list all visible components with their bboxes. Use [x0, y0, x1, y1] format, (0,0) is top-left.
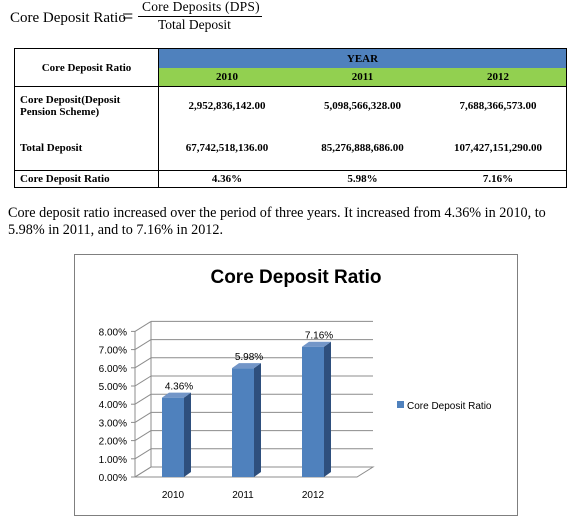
row-label-total-deposit: Total Deposit: [15, 125, 159, 170]
bar-side: [324, 341, 331, 477]
chart-plot: 0.00% 1.00% 2.00% 3.00% 4.00% 5.00% 6.00% 7.00%…: [99, 320, 492, 501]
table-cell: 107,427,151,290.00: [454, 141, 542, 154]
core-deposit-table: Core Deposit Ratio YEAR 2010 2011 2012 C…: [14, 48, 567, 188]
table-cell: 4.36%: [211, 173, 243, 185]
y-tick-label: 8.00%: [99, 327, 127, 338]
bar-side: [254, 363, 261, 477]
x-tick-label: 2011: [232, 490, 254, 501]
chart-title: Core Deposit Ratio: [210, 267, 382, 288]
core-deposit-ratio-chart: Core Deposit Ratio 0.00% 1.00% 2.00% 3.00% 4…: [74, 254, 518, 516]
bar-top: [232, 363, 261, 369]
gridline-side: [134, 357, 152, 369]
formula-denominator: Total Deposit: [158, 17, 231, 32]
fraction-bar: [138, 16, 262, 17]
summary-paragraph: Core deposit ratio increased over the pe…: [8, 205, 546, 238]
table-cell: 7.16%: [482, 173, 514, 185]
gridline-side: [134, 375, 152, 387]
y-tick-label: 2.00%: [99, 437, 127, 448]
bar-top: [162, 392, 191, 398]
table-cell: 2,952,836,142.00: [188, 100, 266, 112]
gridline-side: [134, 411, 152, 423]
bar: [162, 397, 184, 477]
bar-side: [184, 392, 191, 477]
bar: [232, 368, 254, 477]
bar: [302, 346, 324, 477]
year-header-2010: 2010: [159, 68, 295, 87]
year-group-header: YEAR: [159, 49, 566, 68]
table-cell: 7,688,366,573.00: [459, 100, 537, 112]
table-cell: 5.98%: [347, 173, 378, 185]
x-tick-label: 2010: [162, 490, 185, 501]
table-cell: 5,098,566,328.00: [324, 100, 401, 112]
data-label: 5.98%: [235, 352, 263, 363]
y-tick-label: 3.00%: [99, 418, 127, 429]
table-header-label: Core Deposit Ratio: [15, 49, 159, 87]
bar-top: [302, 341, 331, 347]
y-tick-label: 1.00%: [99, 455, 127, 466]
y-tick-label: 6.00%: [99, 364, 127, 375]
y-tick-label: 5.00%: [99, 382, 127, 393]
table-cell: 85,276,888,686.00: [321, 141, 404, 154]
y-tick-label: 7.00%: [99, 346, 127, 357]
gridline-side: [134, 320, 152, 332]
legend-swatch: [397, 401, 404, 408]
row-label-core-deposit-ratio: Core Deposit Ratio: [15, 171, 159, 187]
y-tick-label: 4.00%: [99, 400, 127, 411]
data-label: 4.36%: [165, 382, 193, 393]
row-divider: [15, 170, 566, 171]
y-tick-label: 0.00%: [99, 473, 127, 484]
x-tick-label: 2012: [302, 490, 325, 501]
data-label: 7.16%: [305, 331, 333, 342]
gridline-side: [134, 393, 152, 405]
formula-equals: =: [122, 6, 134, 28]
year-header-2012: 2012: [430, 68, 566, 87]
year-header-2011: 2011: [295, 68, 430, 87]
gridline-side: [134, 448, 152, 460]
formula-lhs: Core Deposit Ratio: [10, 10, 126, 26]
gridline-side: [134, 339, 152, 351]
legend-label: Core Deposit Ratio: [407, 401, 492, 412]
row-label-core-deposit: Core Deposit(Deposit Pension Scheme): [15, 87, 159, 125]
chart-floor: [133, 466, 375, 478]
gridline-side: [134, 430, 152, 442]
formula-numerator: Core Deposits (DPS): [142, 0, 260, 14]
table-cell: 67,742,518,136.00: [185, 141, 269, 154]
